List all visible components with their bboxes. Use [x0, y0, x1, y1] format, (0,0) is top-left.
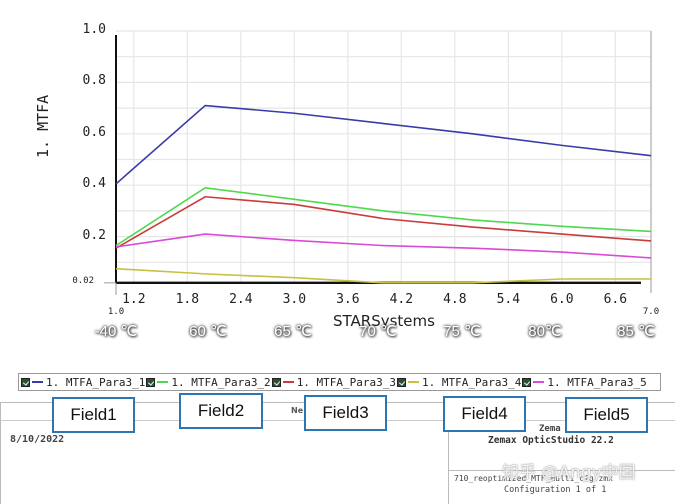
legend-item-5[interactable]: 1. MTFA_Para3_5 [522, 375, 647, 389]
legend-swatch [32, 381, 43, 383]
footer-zemax-short: Zema [539, 424, 561, 434]
legend-label: 1. MTFA_Para3_4 [422, 375, 522, 389]
legend-label: 1. MTFA_Para3_1 [46, 375, 146, 389]
field-annotation-1: Field1 [52, 397, 135, 433]
checkbox-icon[interactable] [397, 377, 407, 387]
x-tick-label: 3.0 [282, 292, 307, 307]
legend-swatch [157, 381, 169, 383]
footer-date: 8/10/2022 [10, 434, 65, 445]
y-tick-label: 0.6 [82, 124, 106, 140]
temperature-label: 80℃ [528, 323, 562, 340]
footer-border [0, 402, 1, 504]
temperature-label: 70 ℃ [359, 323, 397, 340]
y-tick-label: 1.0 [82, 22, 106, 37]
y-tick-label: 0.4 [82, 176, 106, 192]
footer-product-name: Zemax OpticStudio 22.2 [488, 435, 614, 446]
footer-new-label: Ne [291, 406, 304, 415]
y-min-label: 0.02 [72, 275, 94, 286]
field-annotation-2: Field2 [179, 393, 263, 429]
legend-label: 1. MTFA_Para3_2 [171, 375, 271, 389]
checkbox-icon[interactable] [522, 377, 532, 387]
y-tick-label: 0.8 [82, 73, 106, 89]
x-tick-label: 3.6 [336, 292, 360, 307]
series-line-4 [115, 267, 651, 284]
chart-legend: 1. MTFA_Para3_1 1. MTFA_Para3_2 1. MTFA_Pa… [18, 373, 661, 391]
x-tick-label: 4.8 [443, 292, 467, 307]
legend-label: 1. MTFA_Para3_3 [296, 375, 397, 389]
x-tick-label: 1.8 [175, 292, 200, 307]
temperature-label: -40 ℃ [94, 323, 138, 340]
legend-item-3[interactable]: 1. MTFA_Para3_3 [271, 375, 397, 389]
watermark: 知乎 @Angy中国 [502, 463, 636, 483]
series-line-2 [115, 186, 652, 247]
x-axis-title: STARSystems [333, 312, 435, 330]
x-max-label: 7.0 [642, 307, 660, 317]
x-tick-label: 5.4 [496, 292, 521, 307]
legend-item-4[interactable]: 1. MTFA_Para3_4 [397, 376, 521, 389]
y-tick-label: 0.2 [82, 227, 106, 243]
footer-filename: 710_reoptimized_MTF_multi_cfg.zmx [454, 474, 613, 483]
series-line-3 [115, 195, 652, 249]
field-annotation-3: Field3 [304, 395, 387, 431]
legend-swatch [533, 381, 545, 383]
legend-item-2[interactable]: 1. MTFA_Para3_2 [146, 375, 271, 389]
temperature-label: 65 ℃ [274, 323, 312, 340]
x-tick-label: 6.0 [550, 292, 574, 307]
temperature-label: 75 ℃ [443, 323, 481, 340]
checkbox-icon[interactable] [271, 377, 281, 387]
temperature-label: 85 ℃ [617, 323, 655, 340]
footer-border [448, 430, 449, 504]
x-tick-label: 1.2 [122, 292, 146, 307]
legend-swatch [282, 381, 294, 383]
legend-label: 1. MTFA_Para3_5 [547, 375, 647, 389]
y-axis-title: 1. MTFA [34, 94, 52, 158]
checkbox-icon[interactable] [146, 377, 156, 387]
footer-configuration: Configuration 1 of 1 [504, 485, 607, 495]
series-line-5 [115, 233, 652, 259]
mtf-chart [104, 30, 652, 295]
x-min-label: 1.0 [107, 307, 125, 317]
field-annotation-5: Field5 [565, 397, 648, 433]
checkbox-icon[interactable] [21, 377, 30, 387]
field-annotation-4: Field4 [443, 396, 526, 432]
legend-item-1[interactable]: 1. MTFA_Para3_1 [21, 376, 145, 389]
x-tick-label: 4.2 [389, 292, 414, 307]
footer-divider [448, 470, 675, 471]
x-tick-label: 2.4 [229, 292, 253, 307]
legend-swatch [408, 381, 420, 383]
temperature-label: 60 ℃ [189, 323, 227, 340]
series-line-1 [115, 104, 652, 185]
x-tick-label: 6.6 [603, 292, 628, 307]
